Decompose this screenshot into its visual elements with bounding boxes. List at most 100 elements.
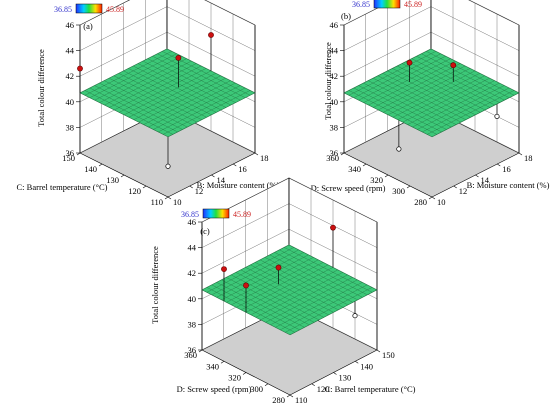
surface-mesh-line xyxy=(216,252,304,298)
design-point-above xyxy=(221,266,227,272)
surface-mesh-line xyxy=(279,249,368,295)
z-tick-label: 46 xyxy=(188,217,197,227)
x-tick xyxy=(497,163,501,167)
y-tick xyxy=(98,163,103,167)
y-axis-label: D: Screw speed (rpm) xyxy=(311,183,386,193)
y-tick xyxy=(384,174,389,178)
z-tick-label: 36 xyxy=(66,148,75,158)
y-tick-label: 300 xyxy=(392,186,405,196)
y-tick xyxy=(428,196,433,200)
x-tick-label: 150 xyxy=(382,350,395,360)
design-point-above xyxy=(406,59,413,66)
z-tick-label: 38 xyxy=(188,319,197,329)
y-tick xyxy=(142,185,147,189)
x-tick-label: 18 xyxy=(524,153,533,163)
y-tick-label: 280 xyxy=(272,395,285,405)
y-tick-label: 140 xyxy=(84,164,97,174)
design-point-below xyxy=(396,146,402,152)
y-tick xyxy=(362,163,367,167)
y-tick-label: 300 xyxy=(250,384,263,394)
design-point-above xyxy=(77,65,83,72)
y-tick-label: 360 xyxy=(184,350,197,360)
design-point-above xyxy=(175,55,182,61)
y-tick-label: 150 xyxy=(62,153,75,163)
design-point-above xyxy=(330,224,336,231)
surface-mesh-line xyxy=(421,53,510,98)
colorbar-max-label: 45.89 xyxy=(106,5,124,14)
panel-label: (a) xyxy=(83,21,93,31)
y-tick xyxy=(120,174,125,178)
surface-mesh-line xyxy=(358,56,446,101)
x-axis-label: C: Barrel temperature (°C) xyxy=(325,384,416,394)
surface-mesh-line xyxy=(94,56,182,101)
x-tick xyxy=(475,174,479,178)
x-tick xyxy=(189,185,193,189)
y-tick-label: 360 xyxy=(326,153,339,163)
x-tick-label: 120 xyxy=(317,384,330,394)
x-tick xyxy=(376,349,381,353)
x-tick xyxy=(453,185,457,189)
y-tick-label: 320 xyxy=(228,373,241,383)
x-tick-label: 18 xyxy=(260,153,269,163)
y-axis-label: C: Barrel temperature (°C) xyxy=(17,182,108,192)
design-point-above xyxy=(208,32,214,38)
surface-mesh-line xyxy=(348,51,436,96)
colorbar-min-label: 36.85 xyxy=(54,5,72,14)
x-tick-label: 10 xyxy=(173,197,182,207)
y-tick-label: 280 xyxy=(414,197,427,207)
x-tick xyxy=(333,372,337,375)
x-tick xyxy=(289,394,294,398)
x-tick-label: 140 xyxy=(360,361,373,371)
x-tick xyxy=(311,383,315,386)
x-tick-label: 12 xyxy=(459,186,468,196)
design-point-above xyxy=(450,62,457,69)
surface-mesh-line xyxy=(353,53,441,98)
panel-label: (b) xyxy=(341,11,351,21)
design-point-above xyxy=(243,282,249,289)
x-tick-label: 10 xyxy=(437,197,446,207)
x-tick-label: 16 xyxy=(238,164,247,174)
y-tick-label: 120 xyxy=(128,186,141,196)
colorbar-min-label: 36.85 xyxy=(181,210,199,219)
z-tick-label: 38 xyxy=(66,122,75,132)
y-tick xyxy=(198,349,203,353)
y-axis-label: D: Screw speed (rpm) xyxy=(177,384,252,394)
surface-mesh-line xyxy=(84,51,172,96)
x-tick-label: 130 xyxy=(339,373,352,383)
x-axis-label: B: Moisture content (%) xyxy=(197,180,280,190)
x-tick xyxy=(233,163,237,167)
x-tick xyxy=(254,152,259,156)
surface-mesh-line xyxy=(206,247,294,293)
colorbar xyxy=(202,208,230,219)
y-tick-label: 340 xyxy=(348,164,361,174)
z-tick-label: 42 xyxy=(188,268,197,278)
design-point-below xyxy=(165,163,171,169)
x-tick xyxy=(355,361,359,364)
surface-mesh-line xyxy=(211,249,299,295)
z-tick-label: 44 xyxy=(188,243,197,253)
surface-mesh-line xyxy=(426,51,515,96)
y-tick xyxy=(242,372,247,375)
y-tick xyxy=(406,185,411,189)
surface-mesh-line xyxy=(157,53,246,98)
surface-mesh-line xyxy=(89,53,177,98)
z-tick-label: 42 xyxy=(330,71,339,81)
surface-mesh-line xyxy=(284,247,373,293)
x-tick-label: 12 xyxy=(195,186,204,196)
colorbar xyxy=(75,3,103,14)
x-tick-label: 110 xyxy=(295,395,307,405)
z-tick-label: 40 xyxy=(66,97,75,107)
y-tick-label: 340 xyxy=(206,361,219,371)
x-tick-label: 16 xyxy=(502,164,511,174)
x-tick xyxy=(431,196,436,200)
colorbar-max-label: 45.89 xyxy=(233,210,251,219)
y-tick xyxy=(76,152,81,156)
z-tick-label: 40 xyxy=(188,294,197,304)
z-axis-label: Total colour difference xyxy=(323,42,333,120)
z-tick-label: 44 xyxy=(330,46,339,56)
x-tick-label: 14 xyxy=(481,175,490,185)
y-tick-label: 320 xyxy=(370,175,383,185)
z-axis-label: Total colour difference xyxy=(150,246,160,324)
z-tick-label: 44 xyxy=(66,46,75,56)
